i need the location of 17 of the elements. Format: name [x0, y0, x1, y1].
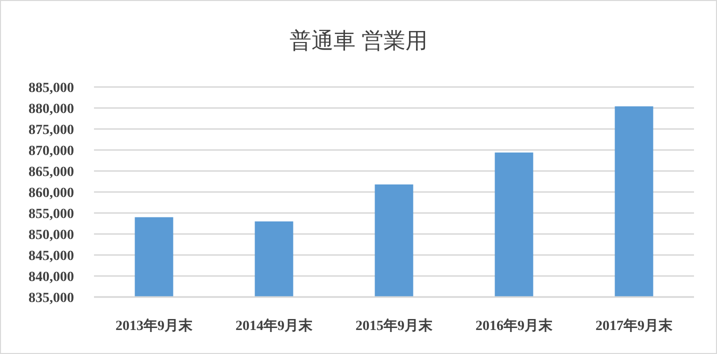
y-tick-label: 870,000 [28, 144, 74, 159]
y-tick-label: 850,000 [28, 228, 74, 243]
y-tick-label: 840,000 [28, 270, 74, 285]
chart-title: 普通車 営業用 [289, 28, 428, 53]
y-tick-label: 835,000 [28, 291, 74, 306]
x-tick-label: 2014年9月末 [236, 318, 314, 334]
y-tick-label: 875,000 [28, 123, 74, 138]
x-tick-label: 2017年9月末 [596, 318, 674, 334]
x-tick-label: 2016年9月末 [476, 318, 554, 334]
x-tick-label: 2013年9月末 [116, 318, 194, 334]
y-tick-label: 845,000 [28, 249, 74, 264]
y-tick-label: 860,000 [28, 186, 74, 201]
y-tick-label: 865,000 [28, 165, 74, 180]
y-tick-label: 885,000 [28, 81, 74, 96]
y-tick-label: 855,000 [28, 207, 74, 222]
x-tick-label: 2015年9月末 [356, 318, 434, 334]
y-tick-label: 880,000 [28, 102, 74, 117]
